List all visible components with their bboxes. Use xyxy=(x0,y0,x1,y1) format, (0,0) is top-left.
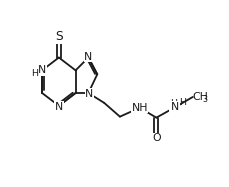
Text: N: N xyxy=(170,102,178,112)
Text: N: N xyxy=(38,65,46,75)
Text: S: S xyxy=(55,30,62,43)
Text: N: N xyxy=(84,52,92,62)
Text: H: H xyxy=(178,98,185,107)
Text: N: N xyxy=(55,102,63,112)
Text: N: N xyxy=(169,103,177,113)
Text: 3: 3 xyxy=(202,95,207,104)
Text: H: H xyxy=(31,69,38,78)
Text: CH: CH xyxy=(192,92,208,102)
Text: H: H xyxy=(170,99,177,108)
Text: NH: NH xyxy=(131,103,147,113)
Text: O: O xyxy=(151,133,160,143)
Text: N: N xyxy=(85,89,93,99)
